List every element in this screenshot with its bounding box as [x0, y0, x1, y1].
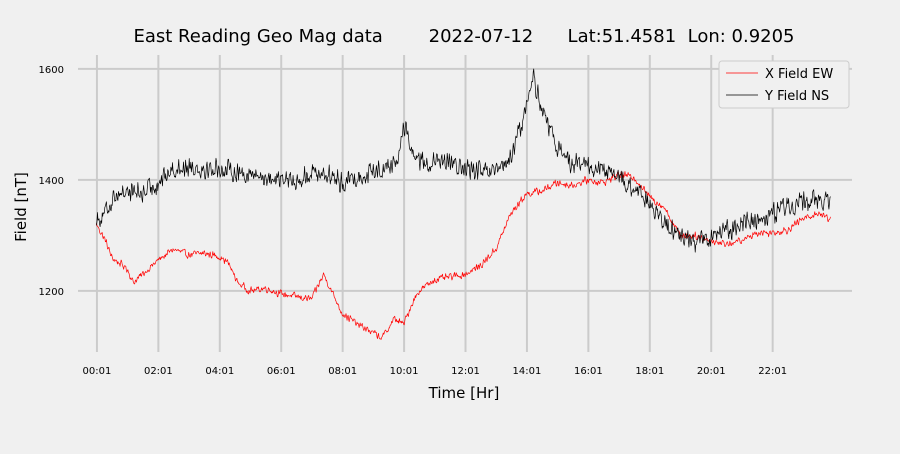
x-tick-label: 12:01: [451, 366, 480, 377]
x-tick-label: 18:01: [635, 366, 664, 377]
x-tick-label: 00:01: [83, 366, 112, 377]
tick-labels: 00:01 02:01 04:01 06:01 08:01 10:01 12:01 14:01…: [39, 65, 788, 377]
x-tick-label: 10:01: [390, 366, 419, 377]
legend: X Field EW Y Field NS: [718, 60, 850, 109]
legend-label-x-field: X Field EW: [765, 67, 833, 82]
series-line-y-field-ns: [96, 68, 831, 253]
x-tick-label: 06:01: [267, 366, 296, 377]
x-tick-label: 08:01: [328, 366, 357, 377]
x-tick-label: 20:01: [697, 366, 726, 377]
y-tick-label: 1600: [39, 65, 64, 76]
y-axis-label: Field [nT]: [12, 172, 30, 242]
x-tick-label: 04:01: [205, 366, 234, 377]
x-tick-label: 02:01: [144, 366, 173, 377]
chart-title: East Reading Geo Mag data 2022-07-12 Lat…: [133, 26, 794, 47]
x-tick-label: 16:01: [574, 366, 603, 377]
legend-label-y-field: Y Field NS: [764, 89, 829, 104]
x-tick-label: 22:01: [758, 366, 787, 377]
plot-area: [96, 68, 831, 340]
series-line-x-field-ew: [96, 170, 831, 340]
x-tick-label: 14:01: [513, 366, 542, 377]
x-axis-label: Time [Hr]: [428, 384, 500, 402]
y-tick-label: 1200: [39, 287, 64, 298]
y-tick-label: 1400: [39, 176, 64, 187]
